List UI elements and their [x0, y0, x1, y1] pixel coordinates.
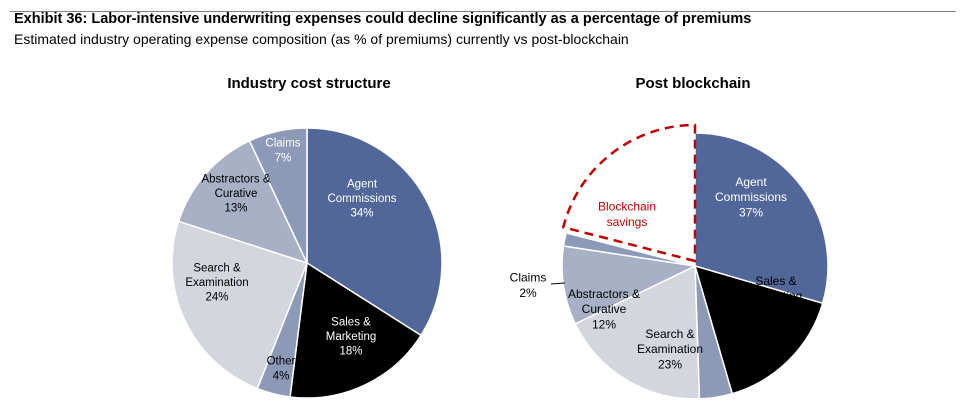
slice-label-other: Other 4%	[267, 356, 296, 383]
slice-label-other-line: 4%	[273, 370, 290, 382]
slice-label-agent-line: Agent	[735, 175, 767, 189]
slice-label-claims-line: 2%	[519, 286, 537, 300]
pie-chart-current: Agent Commissions 34% Sales & Marketing 18% Ot…	[171, 127, 443, 399]
slice-label-abstractors-line: Curative	[582, 302, 627, 316]
pie-slice-sales	[693, 264, 824, 395]
header-rule	[10, 11, 956, 12]
pie-slice-abstractors	[561, 245, 698, 325]
pie-slice-search	[171, 220, 308, 390]
slice-label-abstractors: Abstractors & Curative 13%	[201, 173, 270, 214]
slice-label-sales-line: Sales &	[755, 274, 796, 288]
slice-label-sales: Sales & Marketing 18%	[326, 316, 377, 357]
chart-title-current: Industry cost structure	[227, 75, 391, 92]
blockchain-savings-label-line: Blockchain	[598, 200, 656, 214]
slice-label-abstractors-line: Abstractors &	[568, 287, 640, 301]
chart-title-post: Post blockchain	[635, 75, 751, 92]
slice-label-abstractors-line: Abstractors &	[201, 173, 270, 185]
slice-label-sales-line: 20%	[764, 305, 788, 319]
blockchain-savings-label-line: savings	[607, 215, 648, 229]
exhibit-title: Exhibit 36: Labor-intensive underwriting…	[14, 11, 752, 27]
slice-label-search-line: Search &	[193, 262, 241, 274]
pie-slice-claims	[562, 232, 696, 267]
slice-label-sales: Sales & Marketing 20%	[750, 274, 803, 319]
exhibit-subtitle: Estimated industry operating expense com…	[14, 31, 629, 47]
slice-label-claims-line: 7%	[275, 152, 292, 164]
slice-label-search-line: Examination	[637, 342, 703, 356]
pie-slice-agent	[306, 127, 443, 337]
slice-label-abstractors-line: 12%	[592, 318, 616, 332]
claims-leader-line	[550, 282, 566, 285]
slice-label-abstractors: Abstractors & Curative 12%	[568, 287, 640, 332]
slice-label-agent-line: Agent	[347, 178, 378, 190]
slice-label-other: Other 5%	[726, 360, 756, 389]
slice-label-claims-line: Claims	[265, 138, 300, 150]
slice-label-agent-line: 34%	[350, 208, 373, 220]
slice-label-agent-line: Commissions	[715, 190, 787, 204]
slice-label-sales-line: Marketing	[326, 331, 377, 343]
slice-label-agent-line: Commissions	[327, 193, 396, 205]
slice-label-search-line: 24%	[205, 292, 228, 304]
pie-slice-sales	[289, 261, 423, 399]
slice-label-other-line: 5%	[732, 375, 750, 389]
slice-label-search: Search & Examination 23%	[637, 327, 703, 372]
slice-label-sales-line: 18%	[339, 346, 362, 358]
slice-label-search: Search & Examination 24%	[185, 262, 248, 303]
pie-chart-post: Blockchain savings Agent Commissions 37% Sale…	[510, 123, 829, 400]
pie-slice-search	[574, 264, 701, 400]
slice-label-sales-line: Marketing	[750, 289, 803, 303]
pie-slice-abstractors	[177, 139, 309, 265]
slice-label-search-line: 23%	[658, 358, 682, 372]
slice-label-agent: Agent Commissions 37%	[715, 175, 787, 220]
slice-label-abstractors-line: Curative	[215, 188, 258, 200]
pie-slice-agent	[694, 132, 829, 305]
slice-label-claims: Claims 2%	[510, 271, 547, 300]
slice-label-sales-line: Sales &	[331, 316, 371, 328]
slice-label-agent-line: 37%	[739, 206, 763, 220]
slice-label-search-line: Search &	[645, 327, 694, 341]
blockchain-savings-slice	[561, 123, 697, 263]
slice-label-claims-line: Claims	[510, 271, 547, 285]
slice-label-search-line: Examination	[185, 277, 248, 289]
blockchain-savings-label: Blockchain savings	[598, 200, 656, 229]
slice-label-agent: Agent Commissions 34%	[327, 178, 396, 219]
slice-label-abstractors-line: 13%	[224, 203, 247, 215]
slice-label-claims: Claims 7%	[265, 138, 300, 165]
slice-label-other-line: Other	[267, 356, 296, 368]
pie-slice-claims	[248, 127, 308, 264]
slice-label-other-line: Other	[726, 360, 756, 374]
